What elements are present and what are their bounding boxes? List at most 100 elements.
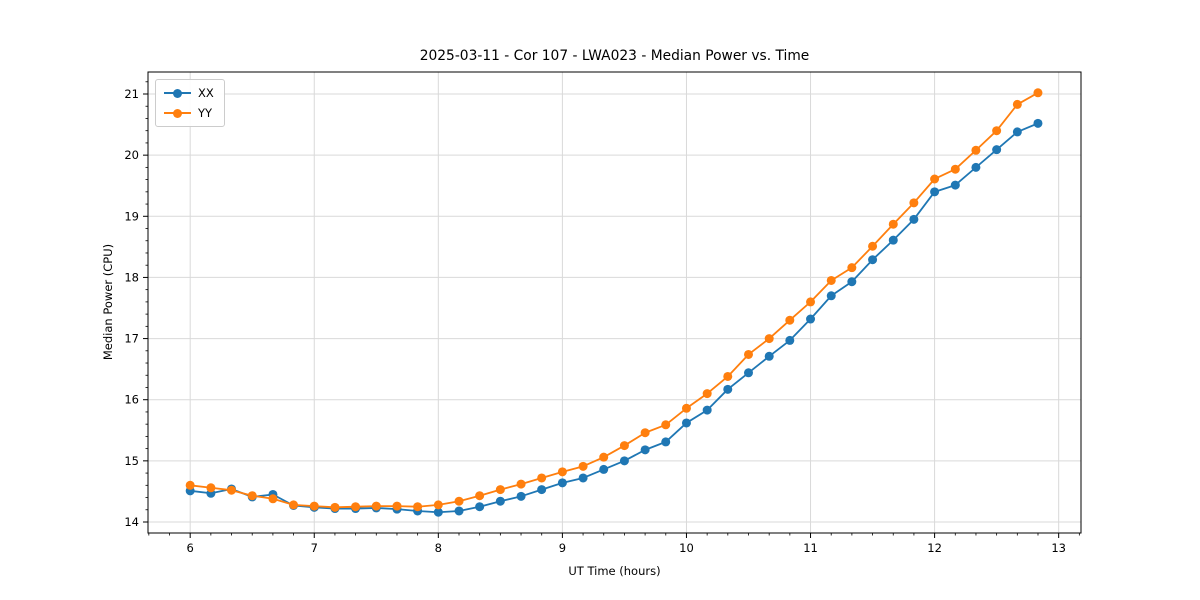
data-point-xx [619, 456, 629, 466]
legend-swatch-xx [164, 87, 191, 99]
plot-background [148, 72, 1081, 533]
data-point-yy [681, 403, 691, 413]
data-point-yy [619, 441, 629, 451]
data-point-yy [950, 164, 960, 174]
data-point-yy [971, 145, 981, 155]
y-tick-label: 19 [124, 209, 139, 223]
data-point-yy [764, 334, 774, 344]
y-tick-label: 14 [124, 515, 139, 529]
data-point-yy [909, 198, 919, 208]
y-tick-label: 20 [124, 148, 139, 162]
data-point-yy [371, 501, 381, 511]
data-point-xx [743, 368, 753, 378]
x-tick-label: 7 [311, 541, 318, 555]
data-point-xx [847, 277, 857, 287]
data-point-xx [868, 255, 878, 265]
data-point-yy [206, 483, 216, 493]
legend-label-xx: XX [198, 86, 214, 100]
data-point-xx [785, 335, 795, 345]
data-point-yy [413, 502, 423, 512]
x-tick-label: 10 [679, 541, 694, 555]
y-tick-label: 16 [124, 393, 139, 407]
data-point-xx [723, 384, 733, 394]
data-point-yy [826, 275, 836, 285]
y-axis-label: Median Power (CPU) [101, 243, 115, 361]
data-point-yy [330, 502, 340, 512]
legend-item-xx: XX [164, 85, 214, 101]
data-point-yy [433, 500, 443, 510]
data-point-yy [557, 467, 567, 477]
x-tick-label: 11 [803, 541, 818, 555]
data-point-xx [454, 506, 464, 516]
data-point-yy [392, 501, 402, 511]
x-tick-label: 6 [187, 541, 194, 555]
data-point-yy [888, 219, 898, 229]
data-point-yy [475, 491, 485, 501]
data-point-yy [930, 174, 940, 184]
data-point-yy [351, 502, 361, 512]
data-point-xx [640, 445, 650, 455]
data-point-xx [1033, 118, 1043, 128]
data-point-yy [992, 126, 1002, 136]
data-point-xx [909, 214, 919, 224]
data-point-yy [185, 480, 195, 490]
legend-label-yy: YY [198, 106, 213, 120]
data-point-yy [806, 297, 816, 307]
x-tick-label: 12 [927, 541, 942, 555]
data-point-yy [226, 485, 236, 495]
legend-item-yy: YY [164, 105, 214, 121]
y-tick-label: 21 [124, 87, 139, 101]
data-point-yy [661, 420, 671, 430]
data-point-yy [723, 371, 733, 381]
data-point-xx [661, 437, 671, 447]
data-point-xx [930, 187, 940, 197]
data-point-xx [764, 351, 774, 361]
data-point-xx [826, 291, 836, 301]
data-point-yy [640, 428, 650, 438]
data-point-yy [516, 479, 526, 489]
data-point-xx [971, 162, 981, 172]
axes-box [147, 71, 1082, 534]
data-point-xx [557, 478, 567, 488]
data-point-yy [599, 452, 609, 462]
legend-swatch-yy [164, 107, 191, 119]
x-tick-label: 8 [435, 541, 442, 555]
data-point-xx [495, 496, 505, 506]
data-point-yy [1012, 99, 1022, 109]
data-point-xx [578, 473, 588, 483]
data-point-xx [888, 235, 898, 245]
x-tick-label: 9 [559, 541, 566, 555]
data-point-xx [806, 314, 816, 324]
data-point-xx [516, 491, 526, 501]
data-point-yy [743, 349, 753, 359]
y-tick-label: 17 [124, 332, 139, 346]
data-point-xx [992, 145, 1002, 155]
data-point-yy [495, 485, 505, 495]
data-point-xx [702, 405, 712, 415]
x-tick-label: 13 [1051, 541, 1066, 555]
data-point-xx [950, 180, 960, 190]
data-point-yy [868, 241, 878, 251]
data-point-yy [268, 494, 278, 504]
legend: XX YY [155, 79, 225, 127]
data-point-yy [578, 461, 588, 471]
data-point-xx [599, 464, 609, 474]
data-point-xx [433, 507, 443, 517]
y-tick-label: 15 [124, 454, 139, 468]
data-point-xx [537, 485, 547, 495]
data-point-yy [537, 473, 547, 483]
data-point-yy [454, 496, 464, 506]
data-point-yy [785, 315, 795, 325]
y-tick-label: 18 [124, 270, 139, 284]
data-point-yy [847, 263, 857, 273]
data-point-xx [1012, 127, 1022, 137]
data-point-yy [702, 389, 712, 399]
data-point-yy [289, 500, 299, 510]
x-axis-label: UT Time (hours) [568, 564, 661, 578]
data-point-xx [475, 502, 485, 512]
data-point-yy [309, 501, 319, 511]
data-point-yy [247, 491, 257, 501]
data-point-yy [1033, 88, 1043, 98]
